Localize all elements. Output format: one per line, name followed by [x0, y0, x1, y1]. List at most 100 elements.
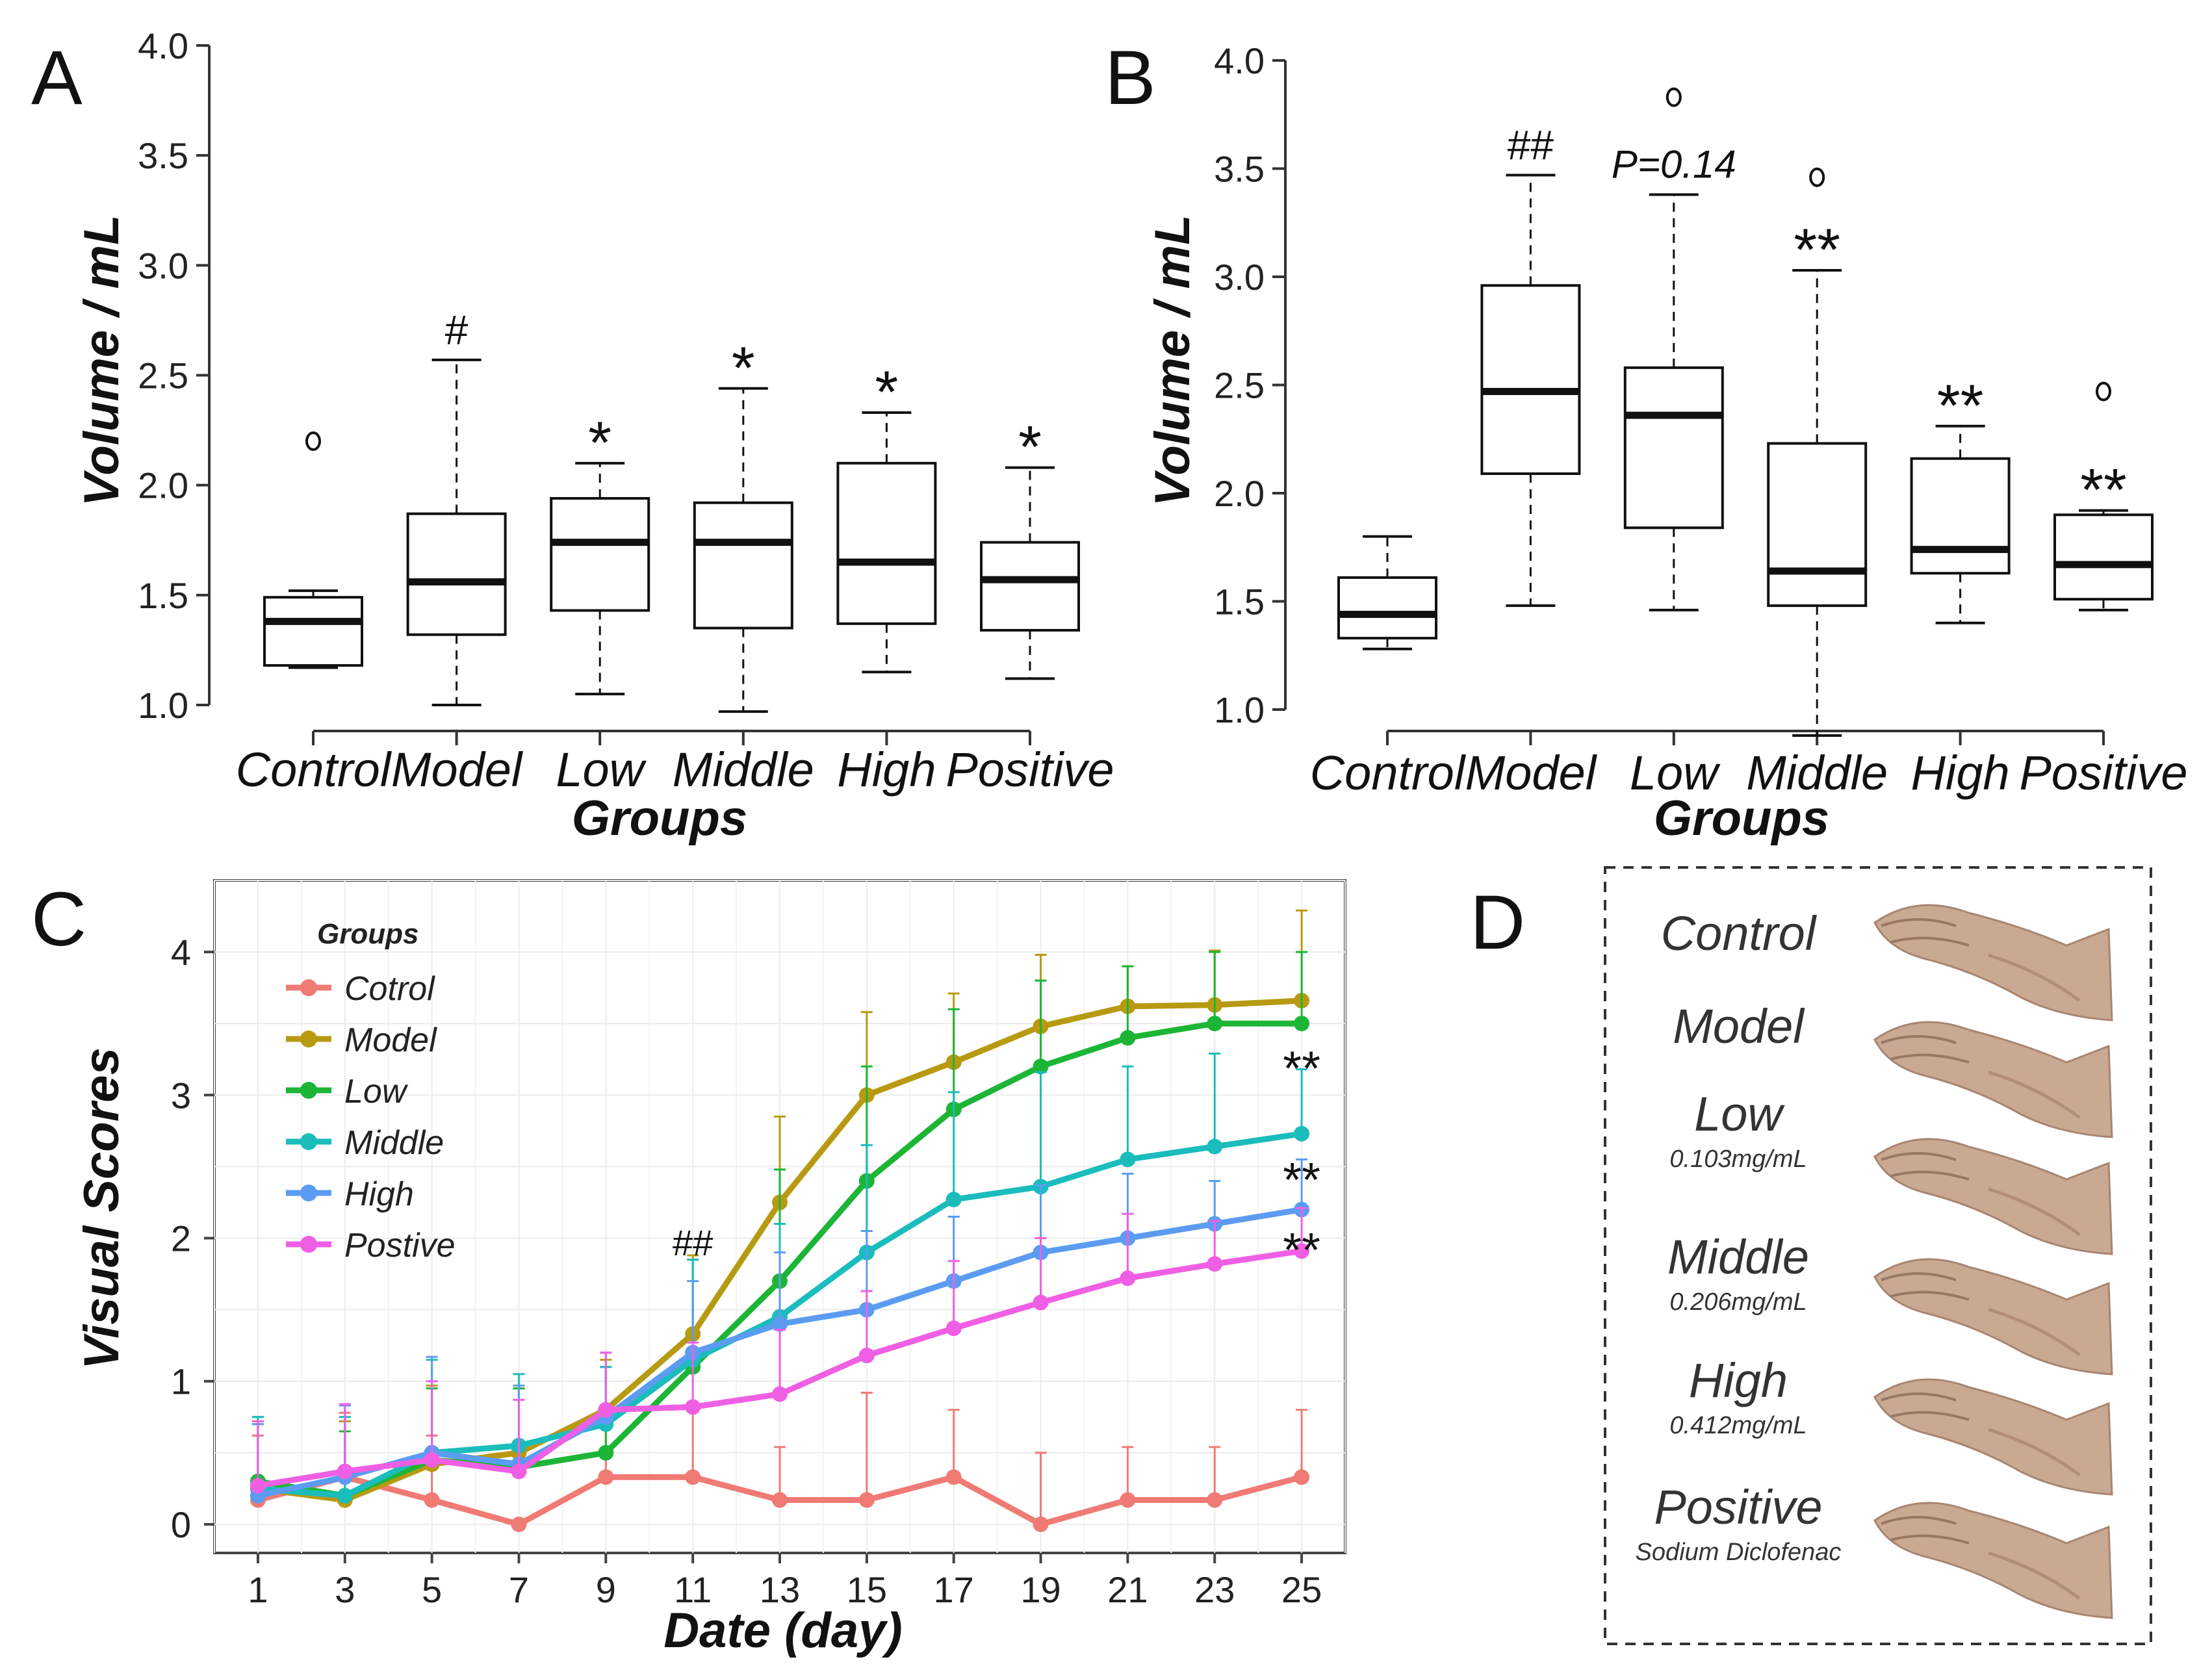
- data-point: [1120, 1492, 1136, 1508]
- y-tick-label: 3.0: [138, 245, 188, 286]
- data-point: [598, 1469, 614, 1485]
- legend-label: Middle: [344, 1124, 444, 1162]
- panel-a-boxplot: A 1.0 1.5 2.0 2.5 3.0 3.5 4.0 Control Model Low Mi…: [31, 25, 1114, 846]
- y-tick-label: 3: [171, 1075, 191, 1116]
- paw-toe-line: [1890, 1290, 1970, 1301]
- x-tick-label: 9: [596, 1569, 616, 1610]
- data-point: [1033, 1058, 1049, 1075]
- paw-toe-line: [1890, 1170, 1970, 1181]
- paw-toe-line: [1890, 1534, 1970, 1544]
- category-label: Low: [556, 743, 647, 797]
- panel-b-letter: B: [1105, 35, 1156, 121]
- legend-label: Model: [344, 1021, 437, 1059]
- data-point: [337, 1463, 353, 1480]
- outlier-point: [1809, 167, 1825, 187]
- data-point: [1120, 1151, 1136, 1168]
- data-point: [858, 1348, 875, 1364]
- box-positive: **: [2053, 381, 2154, 611]
- data-point: [685, 1399, 701, 1415]
- box-high: *: [836, 359, 937, 674]
- panel-b-y-title: Volume / mL: [1145, 214, 1200, 506]
- paw-toe-line: [1890, 1411, 1970, 1421]
- y-tick-label: 2.5: [1214, 365, 1265, 406]
- legend-item-model: Model: [286, 1021, 437, 1059]
- outlier-point: [2096, 381, 2111, 402]
- data-point: [337, 1487, 353, 1504]
- y-tick-label: 3.5: [138, 135, 188, 176]
- paw-photo-illustration: [1873, 1138, 2113, 1255]
- data-point: [1294, 1125, 1310, 1142]
- panel-c-y-title: Visual Scores: [74, 1047, 129, 1370]
- photo-row-high: High 0.412mg/mL: [1669, 1353, 2113, 1496]
- paw-shape: [1873, 1502, 2113, 1619]
- box-middle: **: [1767, 167, 1868, 737]
- x-tick-label: 23: [1194, 1569, 1235, 1610]
- paw-shape: [1873, 1138, 2113, 1255]
- legend-swatch-point: [300, 1236, 317, 1253]
- data-point: [945, 1469, 962, 1485]
- box-high: **: [1910, 373, 2011, 624]
- legend-label: Cotrol: [344, 970, 435, 1008]
- box-iqr: [693, 501, 793, 630]
- paw-shape: [1873, 1021, 2113, 1138]
- paw-crease: [1988, 1307, 2081, 1357]
- panel-a-x-title: Groups: [572, 791, 747, 846]
- photo-row-control: Control: [1661, 904, 2113, 1021]
- y-tick-label: 4.0: [138, 25, 188, 66]
- data-point: [1033, 1294, 1049, 1311]
- box-model: ##: [1480, 122, 1581, 608]
- panel-d-letter: D: [1470, 880, 1525, 966]
- box-low: P=0.14: [1612, 87, 1736, 611]
- significance-label: **: [1283, 1223, 1320, 1277]
- x-tick-label: 1: [248, 1569, 268, 1610]
- data-point: [1294, 1016, 1310, 1032]
- y-tick-label: 0: [171, 1504, 191, 1545]
- significance-label: **: [1283, 1153, 1320, 1207]
- paw-crease: [1988, 1428, 2081, 1477]
- panel-c-legend-title: Groups: [317, 918, 418, 950]
- category-label: Middle: [673, 743, 814, 797]
- paw-crease: [1988, 1187, 2081, 1237]
- legend-swatch-point: [300, 1133, 317, 1150]
- significance-label: P=0.14: [1612, 142, 1736, 186]
- box-iqr: [1480, 284, 1581, 476]
- data-point: [772, 1316, 788, 1332]
- legend-swatch-point: [300, 1031, 317, 1047]
- paw-shape: [1873, 1378, 2113, 1496]
- photo-row-low: Low 0.103mg/mL: [1669, 1087, 2113, 1255]
- significance-label: **: [1794, 217, 1840, 283]
- y-tick-label: 2.5: [138, 355, 188, 396]
- box-iqr: [980, 541, 1080, 632]
- legend-item-cotrol: Cotrol: [286, 970, 435, 1008]
- y-tick-label: 1.5: [138, 575, 188, 616]
- box-low: *: [550, 410, 650, 696]
- box-control: [1337, 535, 1437, 650]
- outlier-point: [1665, 87, 1682, 107]
- y-tick-label: 3.5: [1214, 149, 1265, 190]
- group-name: Middle: [1667, 1230, 1809, 1284]
- box-iqr: [1337, 576, 1437, 640]
- x-tick-label: 3: [335, 1569, 355, 1610]
- data-point: [511, 1516, 527, 1532]
- box-iqr: [1623, 366, 1724, 530]
- legend-swatch-point: [300, 1185, 317, 1201]
- panel-a-y-title: Volume / mL: [74, 214, 129, 506]
- legend-item-low: Low: [286, 1073, 409, 1110]
- category-label: Positive: [2019, 746, 2187, 800]
- y-tick-label: 2.0: [138, 465, 188, 506]
- y-tick-label: 1.0: [1214, 689, 1265, 730]
- x-tick-label: 25: [1281, 1569, 1322, 1610]
- category-label: Low: [1630, 746, 1721, 800]
- legend-label: Postive: [344, 1227, 456, 1264]
- legend-swatch-point: [300, 1082, 317, 1099]
- panel-b-boxplot: B 1.0 1.5 2.0 2.5 3.0 3.5 4.0 Control Model Low Mi…: [1105, 35, 2188, 846]
- y-tick-label: 4: [171, 932, 191, 973]
- x-tick-label: 5: [422, 1569, 442, 1610]
- legend-item-postive: Postive: [286, 1227, 456, 1264]
- box-iqr: [1910, 457, 2011, 575]
- y-tick-label: 3.0: [1214, 257, 1265, 298]
- series-postive: [250, 1207, 1310, 1494]
- panel-c-letter: C: [31, 877, 86, 962]
- paw-toe-line: [1881, 1516, 1957, 1525]
